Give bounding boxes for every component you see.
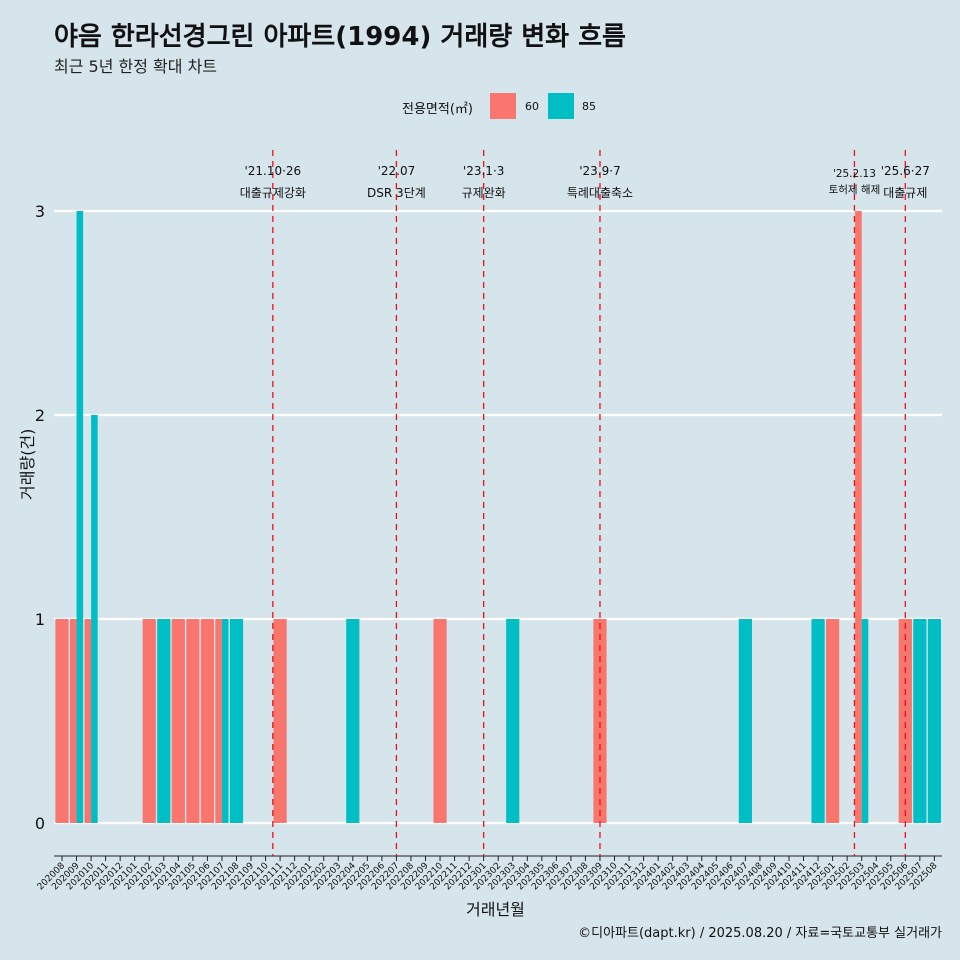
bar-60-202111 — [273, 619, 287, 823]
bar-60-202008 — [55, 619, 69, 823]
chart-title: 야음 한라선경그린 아파트(1994) 거래량 변화 흐름 — [54, 22, 626, 52]
y-tick-label: 2 — [35, 406, 45, 425]
legend-label-60: 60 — [525, 100, 539, 113]
bar-60-202010 — [84, 619, 92, 823]
bar-60-202503 — [855, 211, 862, 823]
y-tick-label: 1 — [35, 610, 45, 629]
event-date-label: '25.2.13 — [833, 168, 876, 180]
chart-subtitle: 최근 5년 한정 확대 차트 — [54, 57, 218, 76]
legend-label-85: 85 — [582, 100, 596, 113]
legend-title: 전용면적(㎡) — [402, 102, 473, 117]
event-name-label: 토허제 해제 — [829, 183, 881, 196]
bar-60-202506 — [898, 619, 912, 823]
x-axis-label: 거래년월 — [466, 900, 525, 919]
y-tick-label: 0 — [35, 814, 45, 833]
bar-85-202412 — [811, 619, 825, 823]
event-date-label: '21.10·26 — [244, 164, 301, 178]
bar-60-202107 — [215, 619, 222, 823]
event-name-label: 규제완화 — [462, 186, 506, 200]
bar-85-202204 — [346, 619, 360, 823]
bar-60-202009 — [69, 619, 77, 823]
legend-swatch-60 — [490, 93, 516, 119]
legend: 전용면적(㎡) 60 85 — [0, 93, 960, 121]
event-name-label: DSR 3단계 — [367, 186, 426, 200]
legend-swatch-85 — [548, 93, 574, 119]
bar-85-202103 — [157, 619, 171, 823]
bar-85-202507 — [913, 619, 927, 823]
event-date-label: '23.9·7 — [579, 164, 620, 178]
event-name-label: 특례대출축소 — [567, 186, 633, 200]
bar-85-202508 — [927, 619, 941, 823]
bar-85-202107 — [221, 619, 229, 823]
bar-85-202303 — [506, 619, 520, 823]
event-name-label: 대출규제강화 — [240, 186, 306, 200]
bar-60-202104 — [171, 619, 185, 823]
bar-60-202102 — [142, 619, 156, 823]
bar-60-202106 — [200, 619, 214, 823]
bar-60-202105 — [186, 619, 200, 823]
event-name-label: 대출규제 — [883, 186, 927, 200]
y-tick-label: 3 — [35, 202, 45, 221]
bar-85-202407 — [738, 619, 752, 823]
bar-60-202309 — [593, 619, 607, 823]
event-date-label: '23.1·3 — [463, 164, 504, 178]
bar-85-202503 — [861, 619, 869, 823]
y-axis-label: 거래량(건) — [18, 428, 37, 500]
bar-85-202009 — [76, 211, 84, 823]
bar-60-202501 — [826, 619, 840, 823]
bar-85-202108 — [229, 619, 244, 823]
source-caption: ©디아파트(dapt.kr) / 2025.08.20 / 자료=국토교통부 실… — [578, 926, 942, 941]
bar-60-202210 — [433, 619, 447, 823]
bar-85-202010 — [91, 415, 98, 823]
event-date-label: '22.07 — [378, 164, 416, 178]
event-date-label: '25.6·27 — [881, 164, 930, 178]
